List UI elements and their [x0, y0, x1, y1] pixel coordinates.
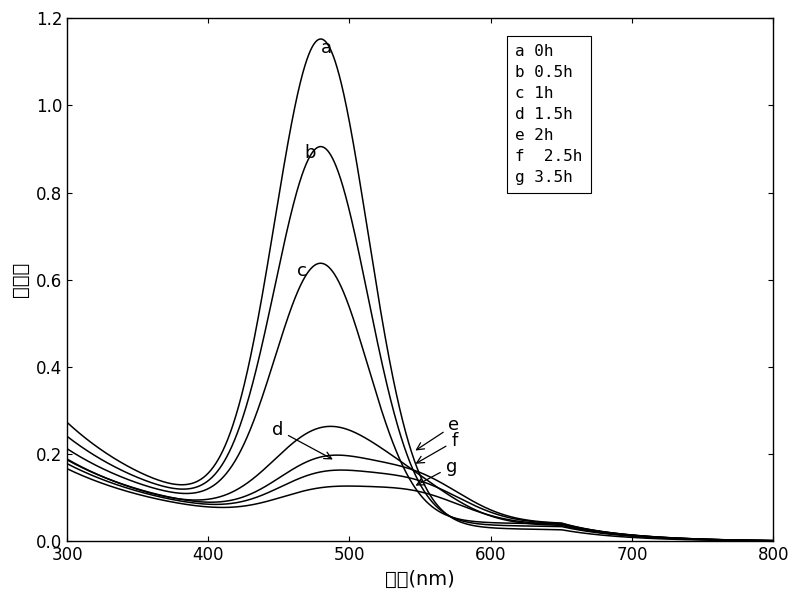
Text: f: f [417, 433, 458, 463]
Y-axis label: 吸光度: 吸光度 [11, 262, 30, 298]
Text: a 0h
b 0.5h
c 1h
d 1.5h
e 2h
f  2.5h
g 3.5h: a 0h b 0.5h c 1h d 1.5h e 2h f 2.5h g 3.… [515, 44, 582, 185]
Text: e: e [417, 416, 459, 450]
Text: g: g [417, 458, 457, 485]
Text: d: d [272, 421, 332, 459]
Text: c: c [298, 262, 307, 280]
X-axis label: 波长(nm): 波长(nm) [386, 570, 455, 589]
Text: a: a [322, 40, 332, 58]
Text: b: b [304, 144, 316, 162]
